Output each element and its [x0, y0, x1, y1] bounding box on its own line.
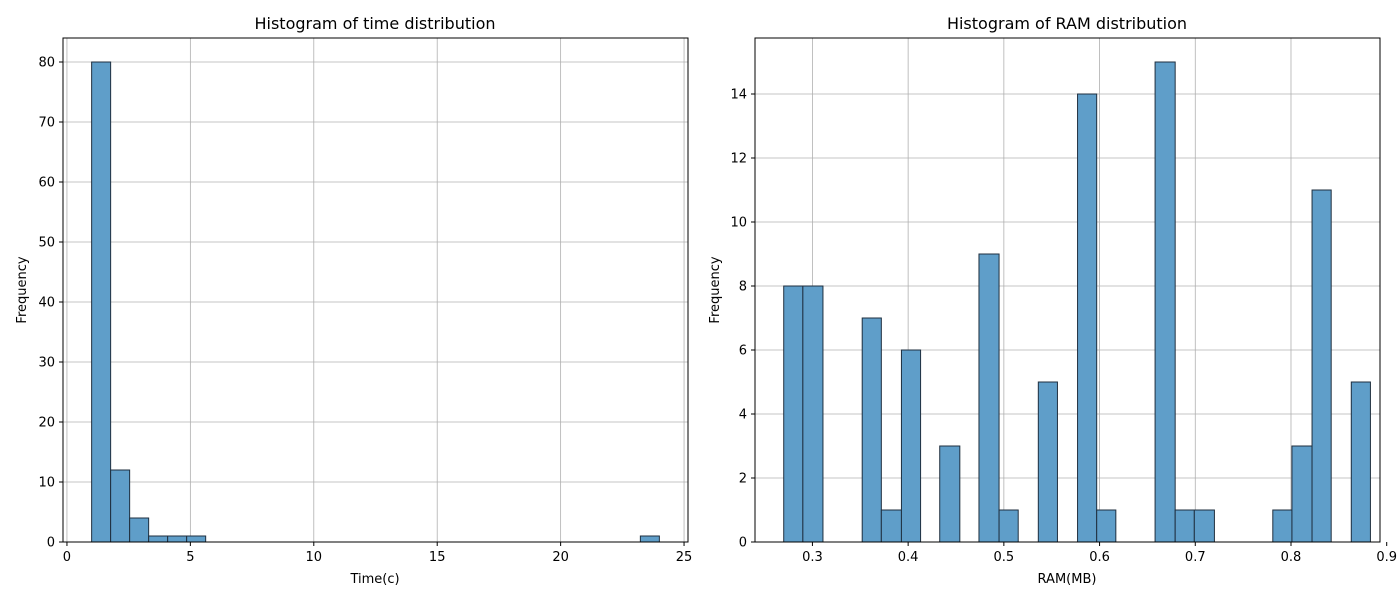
ram-y-tick-label: 6 — [739, 344, 747, 359]
ram-y-tick-label: 2 — [739, 472, 747, 487]
time-y-tick-label: 10 — [38, 476, 55, 491]
ram-histogram-bar — [1193, 509, 1215, 543]
ram-gridlines — [755, 38, 1380, 543]
ram-y-tick-label: 10 — [730, 216, 747, 231]
time-histogram-bar — [91, 61, 112, 543]
ram-y-tick-label: 8 — [739, 280, 747, 295]
ram-x-tick-label: 0.5 — [994, 550, 1015, 565]
ram-x-ticks: 0.3 0.4 0.5 0.6 0.7 0.8 0.9 — [802, 542, 1397, 565]
ram-histogram-ylabel: Frequency — [708, 256, 723, 323]
ram-y-ticks: 0 2 4 6 8 10 12 14 — [730, 88, 755, 551]
time-histogram-ylabel: Frequency — [15, 256, 30, 323]
ram-histogram-bar — [978, 253, 1000, 543]
ram-y-tick-label: 4 — [739, 408, 747, 423]
time-y-ticks: 0 10 20 30 40 50 60 70 80 — [38, 56, 63, 551]
ram-histogram-bar — [1037, 381, 1058, 543]
time-axes-frame — [62, 37, 689, 543]
ram-histogram-bar — [1311, 189, 1332, 543]
time-histogram-bar — [148, 535, 169, 543]
time-y-tick-label: 40 — [38, 296, 55, 311]
time-histogram-xlabel: Time(c) — [349, 572, 399, 587]
time-x-tick-label: 25 — [676, 550, 693, 565]
time-x-tick-label: 15 — [429, 550, 446, 565]
time-y-tick-label: 50 — [38, 236, 55, 251]
ram-histogram-xlabel: RAM(MB) — [1038, 572, 1097, 587]
ram-histogram-bar — [1096, 509, 1117, 543]
ram-histogram-panel: Histogram of RAM distribution RAM(MB) Fr… — [708, 14, 1397, 587]
ram-histogram-bar — [1350, 381, 1371, 543]
time-x-tick-label: 20 — [552, 550, 569, 565]
ram-x-tick-label: 0.9 — [1376, 550, 1397, 565]
ram-histogram-bar — [783, 285, 804, 543]
ram-histogram-bar — [802, 285, 824, 543]
ram-histogram-bar — [880, 509, 902, 543]
time-y-tick-label: 0 — [47, 536, 55, 551]
ram-y-tick-label: 0 — [739, 536, 747, 551]
time-histogram-bar — [639, 535, 660, 543]
ram-axes-frame — [754, 37, 1381, 543]
time-histogram-bar — [167, 535, 188, 543]
ram-x-tick-label: 0.4 — [898, 550, 919, 565]
time-y-tick-label: 30 — [38, 356, 55, 371]
ram-x-tick-label: 0.8 — [1281, 550, 1302, 565]
ram-x-tick-label: 0.3 — [802, 550, 823, 565]
time-gridlines — [63, 38, 688, 543]
time-histogram-bar — [186, 535, 207, 543]
time-bars — [91, 61, 660, 543]
ram-histogram-bar — [1272, 509, 1293, 543]
ram-x-tick-label: 0.7 — [1185, 550, 1206, 565]
ram-histogram-bar — [861, 317, 882, 543]
ram-histogram-bar — [998, 509, 1019, 543]
time-y-tick-label: 80 — [38, 56, 55, 71]
ram-y-tick-label: 12 — [730, 152, 747, 167]
time-histogram-bar — [129, 517, 150, 543]
ram-x-tick-label: 0.6 — [1089, 550, 1110, 565]
time-histogram-title: Histogram of time distribution — [254, 14, 495, 33]
ram-histogram-bar — [1291, 445, 1313, 543]
time-x-ticks: 0 5 10 15 20 25 — [63, 542, 693, 565]
ram-bars — [783, 61, 1371, 543]
ram-histogram-title: Histogram of RAM distribution — [947, 14, 1187, 33]
time-y-tick-label: 70 — [38, 116, 55, 131]
ram-histogram-bar — [1174, 509, 1195, 543]
time-x-tick-label: 10 — [306, 550, 323, 565]
time-x-tick-label: 0 — [63, 550, 71, 565]
time-x-tick-label: 5 — [186, 550, 194, 565]
ram-y-tick-label: 14 — [730, 88, 747, 103]
ram-histogram-bar — [1077, 93, 1098, 543]
ram-histogram-bar — [1154, 61, 1176, 543]
time-histogram-bar — [110, 469, 131, 543]
time-y-tick-label: 20 — [38, 416, 55, 431]
ram-histogram-bar — [939, 445, 961, 543]
time-y-tick-label: 60 — [38, 176, 55, 191]
time-histogram-panel: Histogram of time distribution Time(c) F… — [15, 14, 692, 587]
ram-histogram-bar — [900, 349, 922, 543]
